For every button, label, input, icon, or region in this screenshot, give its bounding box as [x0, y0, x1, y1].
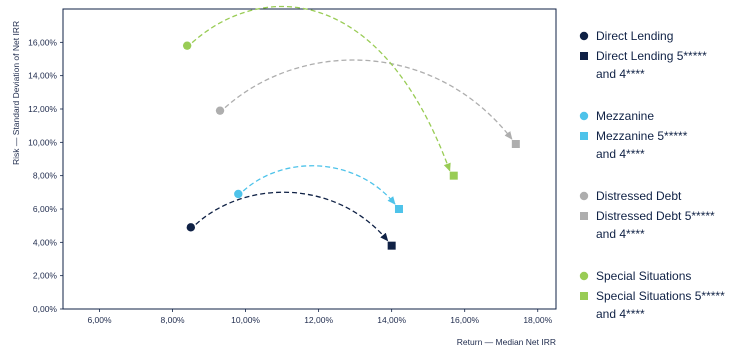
legend-label-top-special-situations: Special Situations 5***** — [596, 289, 725, 303]
y-tick-label: 4,00% — [33, 237, 58, 247]
legend-marker-circle-mezzanine — [579, 111, 589, 121]
x-tick-label: 8,00% — [161, 315, 186, 325]
legend-marker-square-distressed-debt — [580, 212, 588, 220]
legend-marker-circle-direct-lending — [579, 31, 589, 41]
legend-marker-square-mezzanine — [580, 132, 588, 140]
legend-label-top-mezzanine: Mezzanine 5***** — [596, 129, 688, 143]
y-tick-label: 10,00% — [28, 137, 57, 147]
point-top-rated-distressed-debt — [511, 140, 520, 148]
legend-label-top-line2-distressed-debt: and 4**** — [596, 227, 645, 241]
legend-marker-square-special-situations — [580, 292, 588, 300]
y-tick-label: 14,00% — [28, 71, 57, 81]
point-all-funds-distressed-debt — [215, 106, 225, 115]
y-tick-label: 0,00% — [33, 304, 58, 314]
trend-arrow-special-situations — [191, 5, 451, 172]
trend-arrow-distressed-debt — [224, 59, 513, 140]
point-top-rated-direct-lending — [387, 241, 396, 250]
x-tick-label: 18,00% — [523, 315, 552, 325]
point-all-funds-direct-lending — [186, 223, 196, 232]
legend-label-top-line2-mezzanine: and 4**** — [596, 147, 645, 161]
legend-label-top-distressed-debt: Distressed Debt 5***** — [596, 209, 715, 223]
legend-label-top-line2-direct-lending: and 4**** — [596, 67, 645, 81]
legend-label-special-situations: Special Situations — [596, 269, 691, 283]
point-top-rated-mezzanine — [394, 205, 403, 213]
point-all-funds-mezzanine — [234, 189, 243, 199]
legend-label-top-line2-special-situations: and 4**** — [596, 307, 645, 321]
trend-arrow-mezzanine — [242, 165, 396, 205]
x-tick-label: 16,00% — [450, 315, 479, 325]
point-all-funds-special-situations — [182, 41, 192, 50]
legend-marker-circle-distressed-debt — [579, 191, 589, 201]
trend-arrow-direct-lending — [195, 191, 389, 242]
y-tick-label: 8,00% — [33, 171, 58, 181]
x-axis-label: Return — Median Net IRR — [457, 337, 556, 347]
y-tick-label: 6,00% — [33, 204, 58, 214]
y-tick-label: 2,00% — [33, 271, 58, 281]
y-axis-label: Risk — Standard Deviation of Net IRR — [11, 21, 21, 165]
x-tick-label: 12,00% — [304, 315, 333, 325]
x-tick-label: 10,00% — [231, 315, 260, 325]
legend-label-top-direct-lending: Direct Lending 5***** — [596, 49, 707, 63]
point-top-rated-special-situations — [449, 171, 458, 180]
legend-label-mezzanine: Mezzanine — [596, 109, 654, 123]
plot-frame — [62, 8, 557, 310]
legend-marker-square-direct-lending — [580, 52, 588, 60]
legend-label-distressed-debt: Distressed Debt — [596, 189, 682, 203]
y-tick-label: 16,00% — [28, 37, 57, 47]
y-tick-label: 12,00% — [28, 104, 57, 114]
legend-label-direct-lending: Direct Lending — [596, 29, 673, 43]
x-tick-label: 14,00% — [377, 315, 406, 325]
legend-marker-circle-special-situations — [579, 271, 589, 281]
x-tick-label: 6,00% — [87, 315, 112, 325]
